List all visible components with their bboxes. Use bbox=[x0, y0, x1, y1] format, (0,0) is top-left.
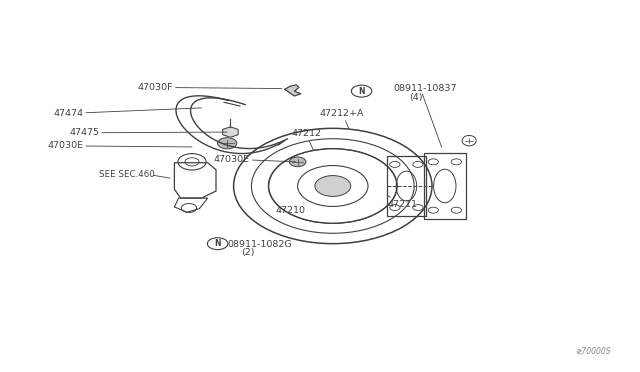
Text: 08911-10837: 08911-10837 bbox=[394, 84, 457, 93]
Text: 47030E: 47030E bbox=[214, 155, 296, 164]
Circle shape bbox=[315, 176, 351, 196]
Text: SEE SEC.460: SEE SEC.460 bbox=[99, 170, 155, 179]
Text: 08911-1082G: 08911-1082G bbox=[227, 240, 292, 249]
Text: 47030F: 47030F bbox=[138, 83, 282, 92]
Polygon shape bbox=[223, 127, 238, 137]
Text: ≷70000S: ≷70000S bbox=[575, 346, 611, 355]
Text: (4): (4) bbox=[410, 93, 423, 102]
Text: 47212+A: 47212+A bbox=[320, 109, 365, 128]
Text: 47210: 47210 bbox=[275, 203, 305, 215]
Text: 47474: 47474 bbox=[53, 108, 202, 118]
Text: 47212: 47212 bbox=[291, 129, 321, 151]
Text: 47211: 47211 bbox=[387, 195, 417, 209]
Text: N: N bbox=[358, 87, 365, 96]
Circle shape bbox=[218, 138, 237, 149]
Circle shape bbox=[289, 157, 306, 167]
Text: N: N bbox=[214, 239, 221, 248]
Text: (2): (2) bbox=[241, 248, 254, 257]
Text: 47475: 47475 bbox=[69, 128, 227, 137]
Text: 47030E: 47030E bbox=[47, 141, 192, 150]
Polygon shape bbox=[285, 85, 301, 96]
